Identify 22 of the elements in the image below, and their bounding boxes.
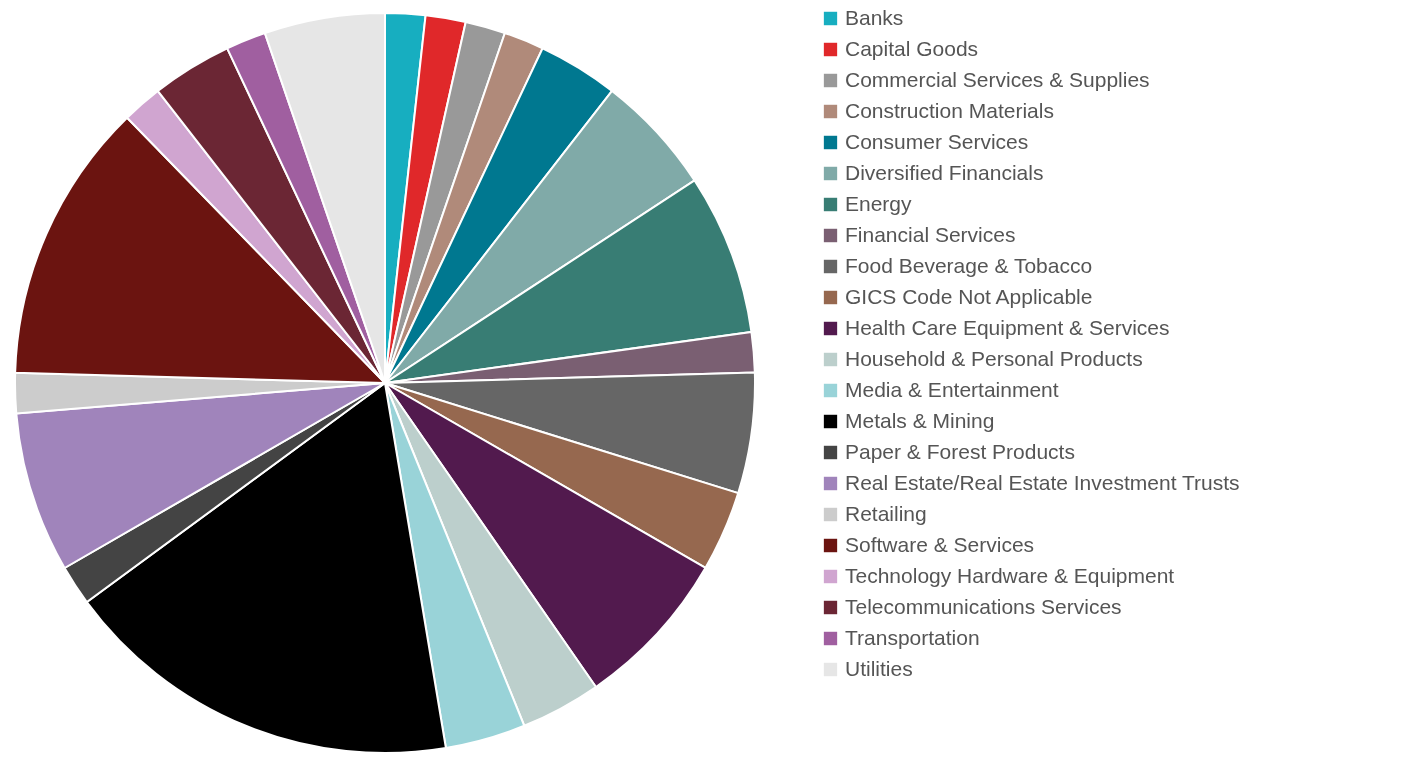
legend-label: Banks bbox=[845, 5, 904, 29]
legend-label: Transportation bbox=[845, 625, 980, 649]
legend-label: Financial Services bbox=[845, 222, 1016, 246]
legend-label: Retailing bbox=[845, 501, 927, 525]
legend-label: Commercial Services & Supplies bbox=[845, 67, 1150, 91]
legend-label: Software & Services bbox=[845, 532, 1035, 556]
legend-label: Telecommunications Services bbox=[845, 594, 1122, 618]
legend-label: Technology Hardware & Equipment bbox=[845, 563, 1175, 587]
legend-label: Capital Goods bbox=[845, 36, 979, 60]
legend-label: Real Estate/Real Estate Investment Trusts bbox=[845, 470, 1240, 494]
legend-label: Utilities bbox=[845, 656, 913, 680]
legend-label: Health Care Equipment & Services bbox=[845, 315, 1170, 339]
legend-label: Food Beverage & Tobacco bbox=[845, 253, 1093, 277]
legend-label: Media & Entertainment bbox=[845, 377, 1059, 401]
legend-label: Paper & Forest Products bbox=[845, 439, 1075, 463]
legend-label: Energy bbox=[845, 191, 913, 215]
legend-label: Diversified Financials bbox=[845, 160, 1044, 184]
legend-label: Consumer Services bbox=[845, 129, 1029, 153]
legend-label: Household & Personal Products bbox=[845, 346, 1143, 370]
legend-label: Construction Materials bbox=[845, 98, 1054, 122]
legend-label: GICS Code Not Applicable bbox=[845, 284, 1093, 308]
legend-label: Metals & Mining bbox=[845, 408, 995, 432]
